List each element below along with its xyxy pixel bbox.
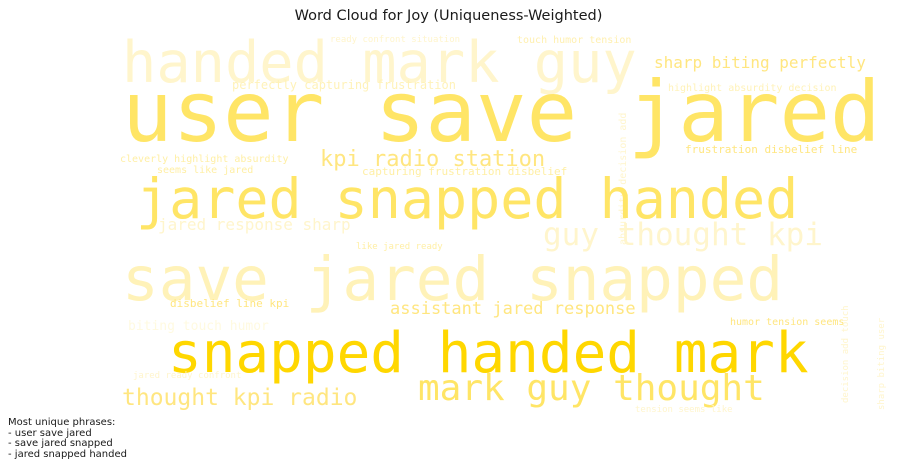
cloud-word: biting touch humor — [128, 319, 269, 334]
cloud-word: jared snapped handed — [136, 167, 798, 231]
cloud-word: disbelief line kpi — [170, 297, 289, 310]
cloud-word: like jared ready — [356, 242, 443, 252]
unique-phrase-item: - user save jared — [8, 427, 92, 439]
unique-phrases-note: Most unique phrases: - user save jared -… — [8, 417, 127, 460]
unique-phrases-heading: Most unique phrases: — [8, 417, 116, 428]
chart-title: Word Cloud for Joy (Uniqueness-Weighted) — [294, 8, 603, 24]
cloud-word: user save jared — [122, 63, 881, 161]
cloud-word: jared response sharp — [158, 215, 351, 234]
cloud-word: ready confront situation — [330, 35, 460, 45]
cloud-word: capturing frustration disbelief — [362, 165, 567, 178]
cloud-word: decision add touch — [841, 305, 851, 403]
cloud-word: snapped handed mark — [168, 321, 809, 386]
cloud-word: assistant jared response — [390, 299, 636, 319]
cloud-word: guy thought kpi — [543, 217, 823, 253]
cloud-word: touch humor tension — [517, 35, 631, 46]
cloud-word: mark guy thought — [418, 368, 765, 409]
cloud-word: frustration disbelief line — [685, 143, 857, 156]
cloud-word: sharp biting user — [877, 317, 887, 410]
cloud-word: kpi radio station — [320, 147, 545, 172]
unique-phrase-item: - save jared snapped — [8, 438, 113, 449]
cloud-word: perfectly capturing frustration — [232, 78, 456, 92]
unique-phrase-item: - jared snapped handed — [8, 448, 127, 460]
cloud-word: highlight absurdity decision — [668, 83, 837, 94]
cloud-word: cleverly highlight absurdity — [120, 154, 289, 165]
cloud-word: thought kpi radio — [122, 385, 357, 411]
cloud-word: seems like jared — [157, 165, 253, 176]
cloud-word: sharp biting perfectly — [654, 53, 866, 72]
cloud-word: handed mark guy — [122, 30, 637, 96]
cloud-word: tension seems like — [635, 405, 733, 415]
cloud-word: jared ready confront — [133, 371, 241, 381]
cloud-word: absurdity decision add — [618, 113, 629, 245]
cloud-word: save jared snapped — [122, 244, 783, 315]
cloud-word: humor tension seems — [730, 317, 844, 328]
